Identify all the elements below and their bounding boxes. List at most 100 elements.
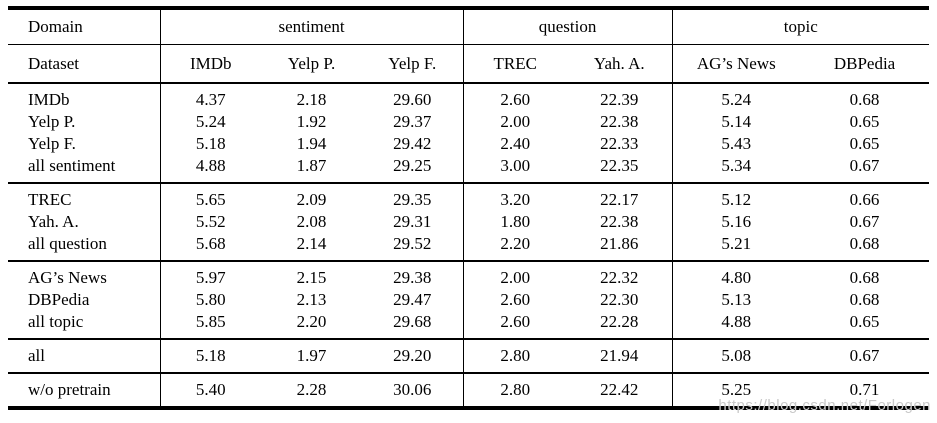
data-cell: 29.68 (393, 312, 432, 331)
data-cell: 2.60 (462, 311, 568, 339)
section-sentiment-rows: IMDb 4.37 2.18 29.60 2.60 22.39 5.24 0.68 Yelp P… (8, 83, 930, 183)
data-cell: 5.40 (159, 373, 261, 408)
table-row: w/o pretrain 5.40 2.28 30.06 2.80 22.42 5.25 0.… (8, 373, 929, 408)
data-cell: 5.12 (671, 183, 801, 211)
data-cell: 2.13 (296, 290, 327, 309)
data-cell: 2.60 (462, 83, 568, 111)
data-cell: 0.66 (849, 190, 880, 209)
data-cell: 4.88 (671, 311, 801, 339)
data-cell: 5.16 (671, 211, 801, 233)
row-label: all topic (28, 312, 84, 331)
data-cell: 29.25 (393, 156, 432, 175)
table-row: all topic 5.85 2.20 29.68 2.60 22.28 4.88 0.65 (8, 311, 929, 339)
data-cell: 3.00 (462, 155, 568, 183)
table-row: IMDb 4.37 2.18 29.60 2.60 22.39 5.24 0.68 (8, 83, 929, 111)
results-table: Domain sentiment question topic Dataset … (8, 6, 930, 410)
row-label: all question (28, 234, 107, 253)
column-header-yelp-p: Yelp P. (261, 44, 362, 84)
data-cell: 0.65 (849, 134, 880, 153)
table-row: all question 5.68 2.14 29.52 2.20 21.86 5.21 0.… (8, 233, 929, 261)
row-label: IMDb (28, 90, 70, 109)
data-cell: 29.42 (393, 134, 432, 153)
data-cell: 2.20 (296, 312, 327, 331)
data-cell: 4.88 (159, 155, 261, 183)
group-header-topic: topic (671, 8, 930, 45)
row-label: all sentiment (28, 156, 116, 175)
column-header-yelp-f: Yelp F. (362, 44, 464, 84)
data-cell: 22.39 (600, 90, 639, 109)
data-cell: 2.28 (296, 380, 327, 399)
dataset-header-label: Dataset (8, 44, 160, 84)
data-cell: 4.80 (671, 261, 801, 289)
section-all-row: all 5.18 1.97 29.20 2.80 21.94 5.08 0.67 (8, 339, 930, 373)
column-header-dbpedia: DBPedia (800, 44, 930, 84)
data-cell: 2.40 (462, 133, 568, 155)
data-cell: 5.18 (159, 339, 261, 373)
data-cell: 0.68 (849, 234, 880, 253)
domain-header-row: Domain sentiment question topic (8, 8, 930, 45)
data-cell: 5.43 (671, 133, 801, 155)
data-cell: 5.21 (671, 233, 801, 261)
section-topic-rows: AG’s News 5.97 2.15 29.38 2.00 22.32 4.80 0.68 D… (8, 261, 930, 339)
data-cell: 29.20 (393, 346, 432, 365)
data-cell: 30.06 (393, 380, 432, 399)
data-cell: 2.00 (462, 261, 568, 289)
data-cell: 3.20 (462, 183, 568, 211)
row-label: Yelp P. (28, 112, 76, 131)
data-cell: 21.86 (600, 234, 639, 253)
table-header: Domain sentiment question topic Dataset … (8, 8, 930, 84)
table-row: TREC 5.65 2.09 29.35 3.20 22.17 5.12 0.66 (8, 183, 929, 211)
row-label: Yelp F. (28, 134, 76, 153)
data-cell: 22.33 (600, 134, 639, 153)
data-cell: 1.97 (296, 346, 327, 365)
data-cell: 5.24 (671, 83, 801, 111)
data-cell: 2.80 (462, 373, 568, 408)
data-cell: 29.60 (393, 90, 432, 109)
group-header-question: question (462, 8, 673, 45)
data-cell: 22.17 (600, 190, 639, 209)
column-header-imdb: IMDb (159, 44, 261, 84)
data-cell: 2.09 (296, 190, 327, 209)
domain-header-label: Domain (8, 8, 160, 45)
row-label: all (28, 346, 45, 365)
data-cell: 2.60 (462, 289, 568, 311)
data-cell: 29.37 (393, 112, 432, 131)
data-cell: 2.20 (462, 233, 568, 261)
data-cell: 22.28 (600, 312, 639, 331)
data-cell: 5.14 (671, 111, 801, 133)
data-cell: 2.15 (296, 268, 327, 287)
section-wo-pretrain-row: w/o pretrain 5.40 2.28 30.06 2.80 22.42 5.25 0.… (8, 373, 929, 408)
table-row: Yelp P. 5.24 1.92 29.37 2.00 22.38 5.14 0.65 (8, 111, 929, 133)
data-cell: 0.65 (849, 112, 880, 131)
data-cell: 0.67 (849, 346, 880, 365)
data-cell: 5.80 (159, 289, 261, 311)
table-row: AG’s News 5.97 2.15 29.38 2.00 22.32 4.80 0.68 (8, 261, 929, 289)
data-cell: 0.68 (849, 290, 880, 309)
data-cell: 0.68 (849, 268, 880, 287)
data-cell: 5.97 (159, 261, 261, 289)
group-header-sentiment: sentiment (159, 8, 464, 45)
data-cell: 0.71 (849, 380, 880, 399)
data-cell: 2.14 (296, 234, 327, 253)
table-row: DBPedia 5.80 2.13 29.47 2.60 22.30 5.13 0.68 (8, 289, 929, 311)
data-cell: 29.35 (393, 190, 432, 209)
data-cell: 5.52 (159, 211, 261, 233)
column-header-trec: TREC (462, 44, 568, 84)
data-cell: 29.47 (393, 290, 432, 309)
data-cell: 2.00 (462, 111, 568, 133)
data-cell: 29.31 (393, 212, 432, 231)
data-cell: 22.38 (600, 212, 639, 231)
table-row: Yah. A. 5.52 2.08 29.31 1.80 22.38 5.16 0.67 (8, 211, 929, 233)
column-header-row: Dataset IMDb Yelp P. Yelp F. TREC Yah. A… (8, 44, 930, 84)
column-header-ags-news: AG’s News (671, 44, 801, 84)
data-cell: 5.68 (159, 233, 261, 261)
row-label: TREC (28, 190, 72, 209)
data-cell: 22.42 (600, 380, 639, 399)
data-cell: 4.37 (159, 83, 261, 111)
table-row: all sentiment 4.88 1.87 29.25 3.00 22.35 5.34 0… (8, 155, 929, 183)
data-cell: 0.65 (849, 312, 880, 331)
data-cell: 5.08 (671, 339, 801, 373)
data-cell: 0.67 (849, 212, 880, 231)
data-cell: 1.92 (296, 112, 327, 131)
